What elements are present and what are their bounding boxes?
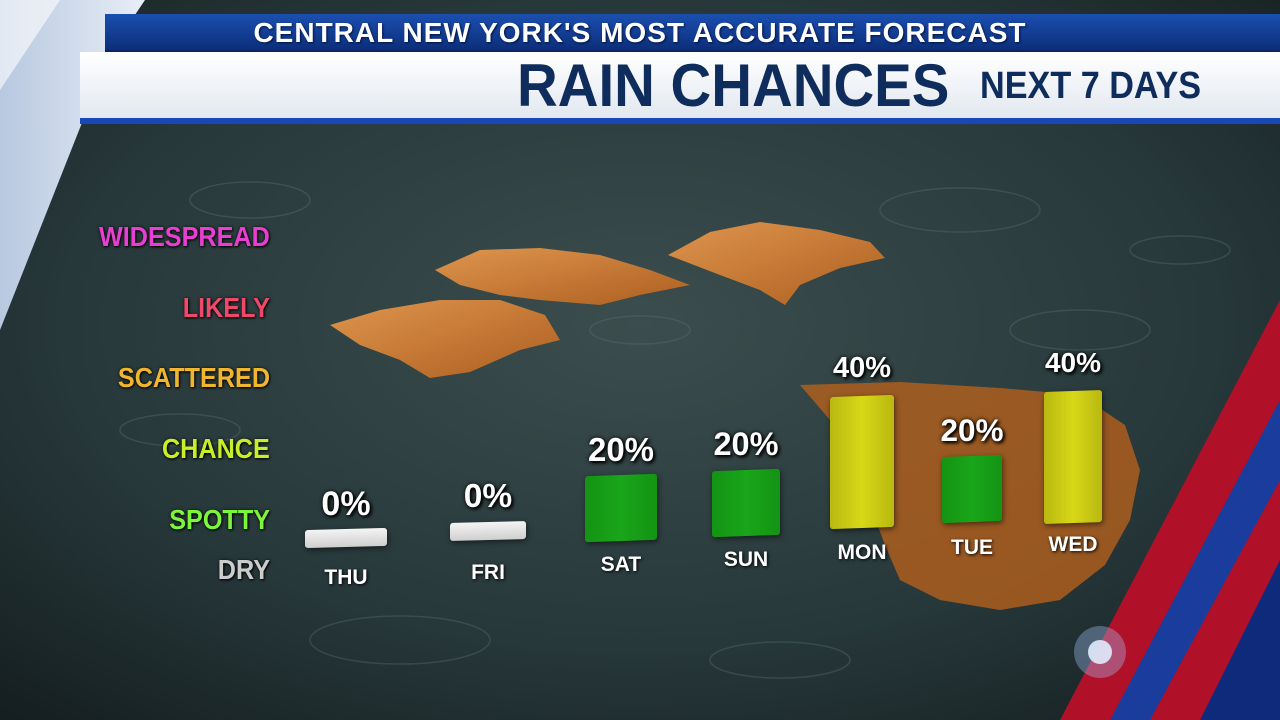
tagline-banner: CENTRAL NEW YORK'S MOST ACCURATE FORECAS… bbox=[105, 14, 1280, 52]
leaf-decorations bbox=[330, 222, 885, 378]
scale-label-widespread: WIDESPREAD bbox=[99, 221, 270, 252]
bar-tue bbox=[942, 454, 1002, 524]
bar-fri bbox=[450, 521, 526, 541]
bar-mon bbox=[830, 394, 894, 530]
bar-sun bbox=[712, 468, 780, 538]
day-label-mon: MON bbox=[837, 541, 887, 564]
scale-label-dry: DRY bbox=[217, 554, 270, 585]
chart-subtitle: NEXT 7 DAYS bbox=[980, 65, 1202, 107]
day-label-tue: TUE bbox=[951, 536, 993, 559]
day-label-thu: THU bbox=[324, 566, 368, 589]
value-label-thu: 0% bbox=[321, 485, 371, 523]
day-label-sat: SAT bbox=[600, 553, 642, 576]
value-label-wed: 40% bbox=[1044, 347, 1102, 378]
value-label-sun: 20% bbox=[713, 426, 779, 462]
value-label-tue: 20% bbox=[940, 412, 1004, 448]
scale-label-likely: LIKELY bbox=[182, 292, 270, 323]
day-label-fri: FRI bbox=[471, 561, 505, 584]
bar-sat bbox=[585, 473, 657, 543]
scale-label-scattered: SCATTERED bbox=[117, 362, 270, 393]
tagline: CENTRAL NEW YORK'S MOST ACCURATE FORECAS… bbox=[253, 17, 1027, 48]
value-label-mon: 40% bbox=[832, 352, 892, 384]
day-label-wed: WED bbox=[1048, 533, 1098, 556]
scale-label-spotty: SPOTTY bbox=[169, 504, 270, 535]
chart-title: RAIN CHANCES bbox=[517, 52, 950, 119]
day-label-sun: SUN bbox=[723, 548, 769, 571]
scale-label-chance: CHANCE bbox=[162, 433, 270, 464]
value-label-fri: 0% bbox=[463, 478, 513, 515]
value-label-sat: 20% bbox=[587, 431, 655, 468]
bar-wed bbox=[1044, 389, 1102, 525]
bar-thu bbox=[305, 527, 387, 549]
title-banner: RAIN CHANCES NEXT 7 DAYS bbox=[80, 52, 1280, 124]
